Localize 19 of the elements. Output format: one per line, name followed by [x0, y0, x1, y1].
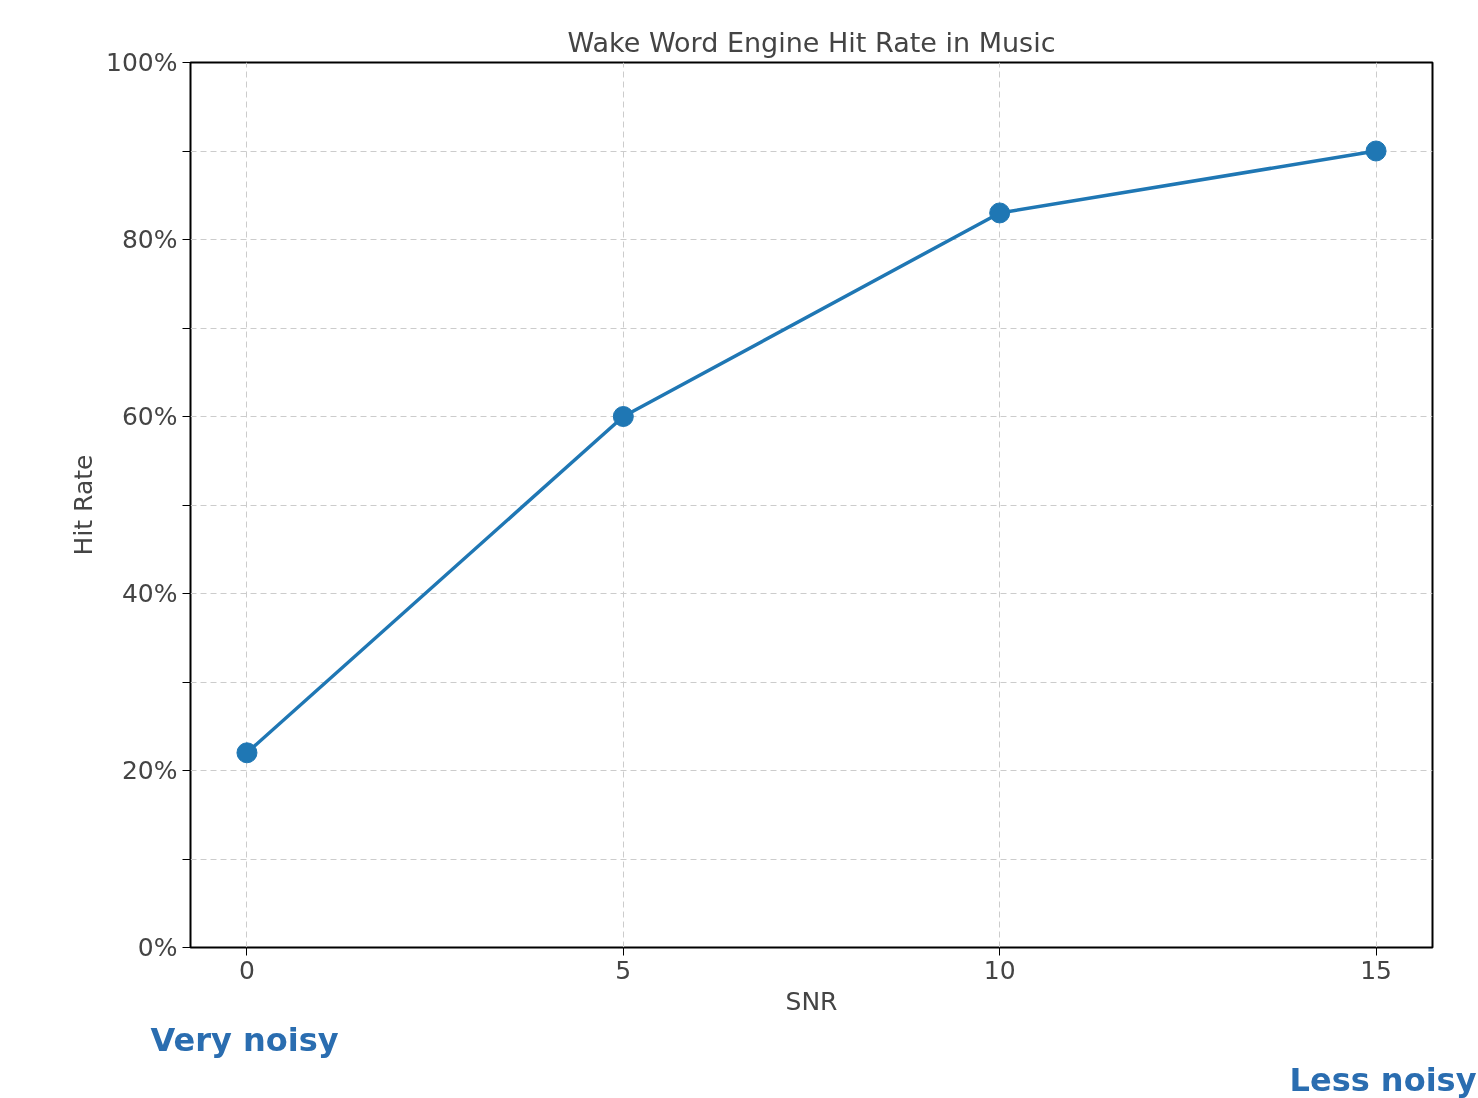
y-tick-label: 0% [137, 933, 178, 962]
text: Less noisy [1289, 1060, 1477, 1098]
y-axis-title: Hit Rate [69, 454, 99, 556]
x-tick-label: 0 [239, 955, 255, 985]
y-tick-label: 100% [106, 48, 178, 77]
x-tick-label: 5 [615, 955, 632, 985]
y-tick-label: 20% [121, 756, 178, 785]
point [989, 202, 1011, 224]
x-tick-label: 10 [983, 955, 1016, 985]
y-tick-label: 60% [121, 402, 178, 431]
y-tick-label: 40% [121, 579, 178, 608]
chart-title: Wake Word Engine Hit Rate in Music [567, 26, 1056, 58]
point [1365, 140, 1387, 162]
x-axis-title: SNR [785, 986, 838, 1016]
point [612, 406, 634, 427]
text: Very noisy [150, 1020, 339, 1059]
x-tick-label: 15 [1360, 955, 1392, 985]
point [236, 742, 258, 764]
y-tick-label: 80% [121, 225, 178, 254]
